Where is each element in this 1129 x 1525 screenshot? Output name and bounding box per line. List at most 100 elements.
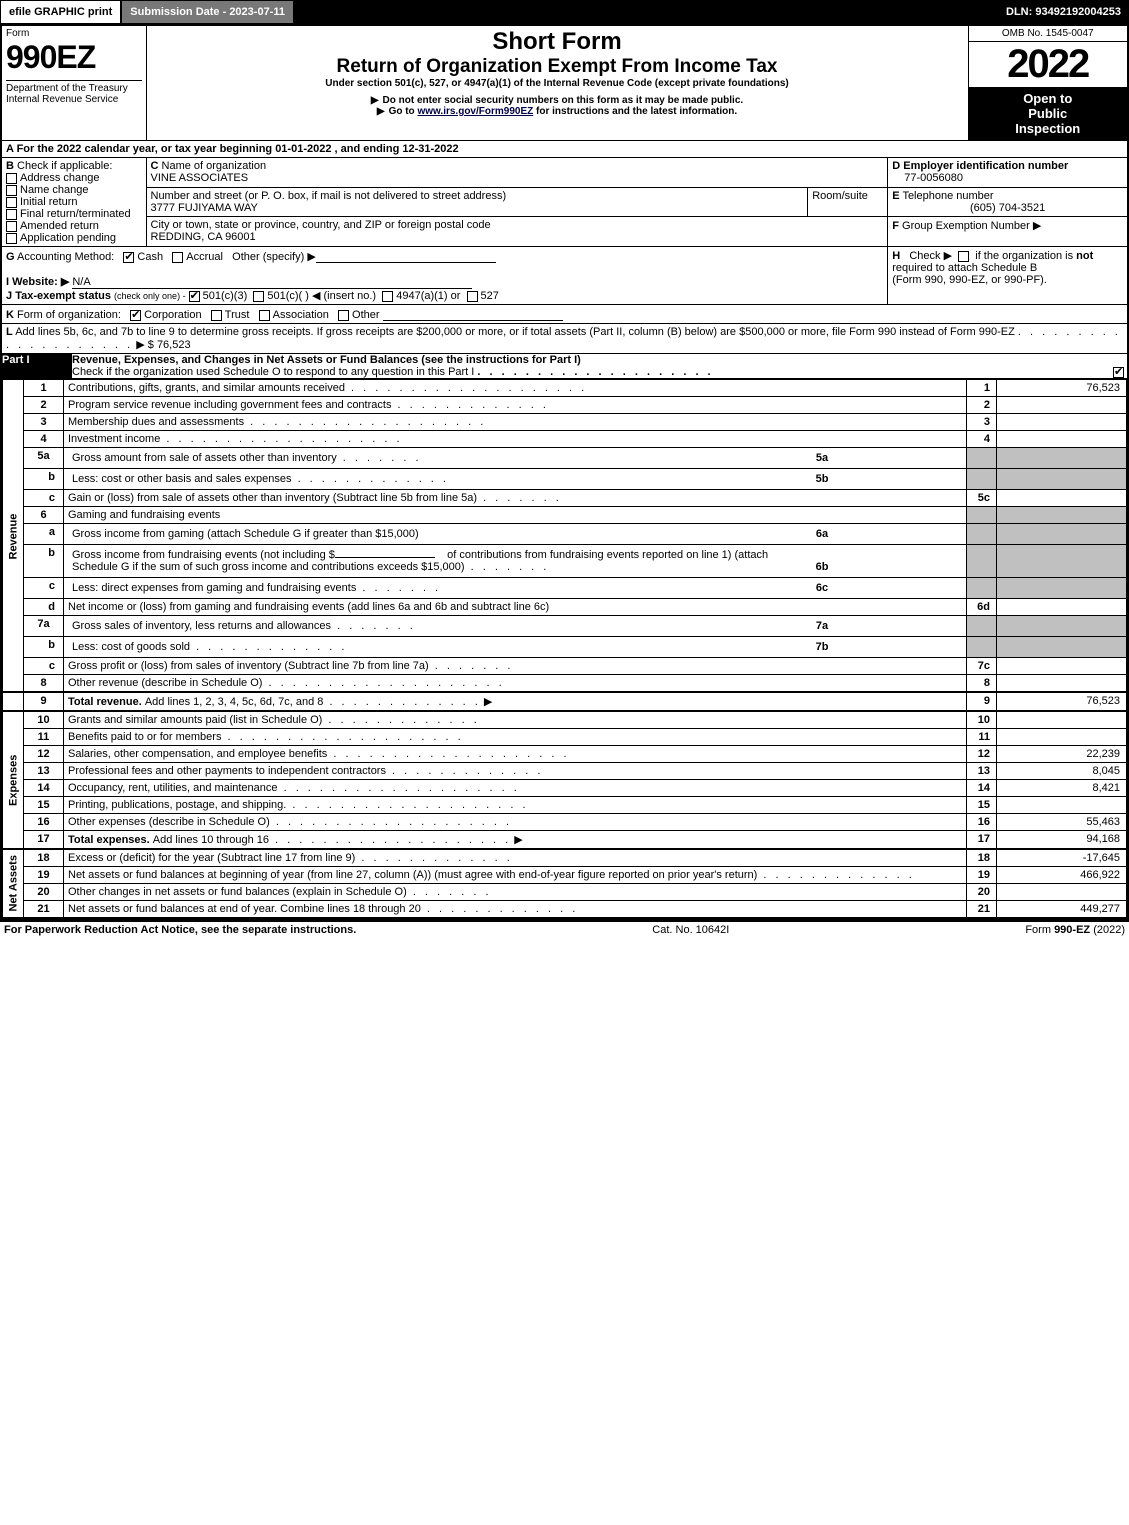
line-17-amt: 94,168 <box>997 831 1127 850</box>
line-5c-num: c <box>24 490 64 507</box>
checkbox-cash[interactable] <box>123 252 134 263</box>
opt-other-org: Other <box>352 309 380 321</box>
city-cell: City or town, state or province, country… <box>146 217 888 247</box>
line-18-amt: -17,645 <box>997 849 1127 867</box>
line-7b-num: b <box>24 637 64 658</box>
section-k: K Form of organization: Corporation Trus… <box>1 305 1128 324</box>
tax-exempt-sub: (check only one) - <box>114 291 186 301</box>
other-specify-input[interactable] <box>316 249 496 263</box>
line-1-amt: 76,523 <box>997 380 1127 397</box>
section-c-name: C Name of organization VINE ASSOCIATES <box>146 158 888 188</box>
phone-value: (605) 704-3521 <box>892 202 1123 214</box>
line-21-col: 21 <box>967 901 997 918</box>
line-6a-desc: Gross income from gaming (attach Schedul… <box>64 524 967 545</box>
irs-link[interactable]: www.irs.gov/Form990EZ <box>417 106 533 117</box>
gross-receipts-amount: $ 76,523 <box>148 339 191 351</box>
section-d-label: D <box>892 160 900 172</box>
line-6b-amt <box>997 545 1127 578</box>
section-h-not: not <box>1076 250 1093 262</box>
checkbox-501c3[interactable] <box>189 291 200 302</box>
checkbox-other-org[interactable] <box>338 310 349 321</box>
section-b: B Check if applicable: Address change Na… <box>1 158 146 247</box>
tax-year: 2022 <box>969 42 1128 87</box>
line-6d-col: 6d <box>967 599 997 616</box>
line-3-amt <box>997 414 1127 431</box>
part1-title-tail: (see the instructions for Part I) <box>421 354 581 366</box>
ssn-note: Do not enter social security numbers on … <box>151 95 964 106</box>
line-6c-col <box>967 578 997 599</box>
line-13-desc: Professional fees and other payments to … <box>64 763 967 780</box>
checkbox-final-return[interactable] <box>6 209 17 220</box>
line-5b-col <box>967 469 997 490</box>
line-15-col: 15 <box>967 797 997 814</box>
ein-label: Employer identification number <box>903 160 1068 172</box>
street-cell: Number and street (or P. O. box, if mail… <box>146 187 808 217</box>
footer-right: Form 990-EZ (2022) <box>1025 924 1125 936</box>
checkbox-4947[interactable] <box>382 291 393 302</box>
line-12-col: 12 <box>967 746 997 763</box>
opt-amended-return: Amended return <box>20 220 99 232</box>
line-14-desc: Occupancy, rent, utilities, and maintena… <box>64 780 967 797</box>
line-13-num: 13 <box>24 763 64 780</box>
checkbox-501c[interactable] <box>253 291 264 302</box>
line-9-col: 9 <box>967 692 997 711</box>
line-7c-desc: Gross profit or (loss) from sales of inv… <box>64 658 967 675</box>
line-10-num: 10 <box>24 711 64 729</box>
checkbox-527[interactable] <box>467 291 478 302</box>
line-17-num: 17 <box>24 831 64 850</box>
line-5c-amt <box>997 490 1127 507</box>
checkbox-trust[interactable] <box>211 310 222 321</box>
footer: For Paperwork Reduction Act Notice, see … <box>0 920 1129 938</box>
section-k-label: K <box>6 309 14 321</box>
line-5c-desc: Gain or (loss) from sale of assets other… <box>64 490 967 507</box>
efile-label: efile GRAPHIC print <box>0 0 121 24</box>
form-of-org-label: Form of organization: <box>17 309 121 321</box>
line-12-amt: 22,239 <box>997 746 1127 763</box>
section-e-label: E <box>892 190 899 202</box>
other-org-input[interactable] <box>383 307 563 321</box>
line-20-desc: Other changes in net assets or fund bala… <box>64 884 967 901</box>
checkbox-address-change[interactable] <box>6 173 17 184</box>
section-f: F Group Exemption Number ▶ <box>888 217 1128 247</box>
line-7b-col <box>967 637 997 658</box>
part1-title: Revenue, Expenses, and Changes in Net As… <box>72 354 418 366</box>
line-6c-desc: Less: direct expenses from gaming and fu… <box>64 578 967 599</box>
org-name: VINE ASSOCIATES <box>151 172 249 184</box>
line-7a-desc: Gross sales of inventory, less returns a… <box>64 616 967 637</box>
line-6-desc: Gaming and fundraising events <box>64 507 967 524</box>
line-19-col: 19 <box>967 867 997 884</box>
line-7c-num: c <box>24 658 64 675</box>
checkbox-name-change[interactable] <box>6 185 17 196</box>
form-table: Form 990EZ Department of the Treasury In… <box>0 24 1129 920</box>
checkbox-amended-return[interactable] <box>6 221 17 232</box>
line-11-amt <box>997 729 1127 746</box>
line-9-num: 9 <box>24 692 64 711</box>
website-value: N/A <box>72 276 472 289</box>
submission-date: Submission Date - 2023-07-11 <box>121 0 294 24</box>
line-10-col: 10 <box>967 711 997 729</box>
room-label: Room/suite <box>812 190 868 202</box>
opt-association: Association <box>273 309 329 321</box>
line-4-num: 4 <box>24 431 64 448</box>
line-18-col: 18 <box>967 849 997 867</box>
checkbox-schedule-o[interactable] <box>1113 367 1124 378</box>
part1-title-cell: Revenue, Expenses, and Changes in Net As… <box>72 354 1097 378</box>
goto-line: Go to www.irs.gov/Form990EZ for instruct… <box>151 106 964 117</box>
checkbox-initial-return[interactable] <box>6 197 17 208</box>
line-10-amt <box>997 711 1127 729</box>
line-17-desc: Total expenses. Add lines 10 through 16 … <box>64 831 967 850</box>
checkbox-application-pending[interactable] <box>6 233 17 244</box>
section-b-label: B <box>6 160 14 172</box>
checkbox-schedule-b[interactable] <box>958 251 969 262</box>
name-of-org-label: Name of organization <box>162 160 267 172</box>
line-11-num: 11 <box>24 729 64 746</box>
checkbox-association[interactable] <box>259 310 270 321</box>
line-8-num: 8 <box>24 675 64 693</box>
checkbox-accrual[interactable] <box>172 252 183 263</box>
line-1-num: 1 <box>24 380 64 397</box>
checkbox-corporation[interactable] <box>130 310 141 321</box>
inner-6b: 6b <box>802 547 842 575</box>
opt-application-pending: Application pending <box>20 232 116 244</box>
opt-corporation: Corporation <box>144 309 201 321</box>
footer-mid: Cat. No. 10642I <box>652 924 729 936</box>
